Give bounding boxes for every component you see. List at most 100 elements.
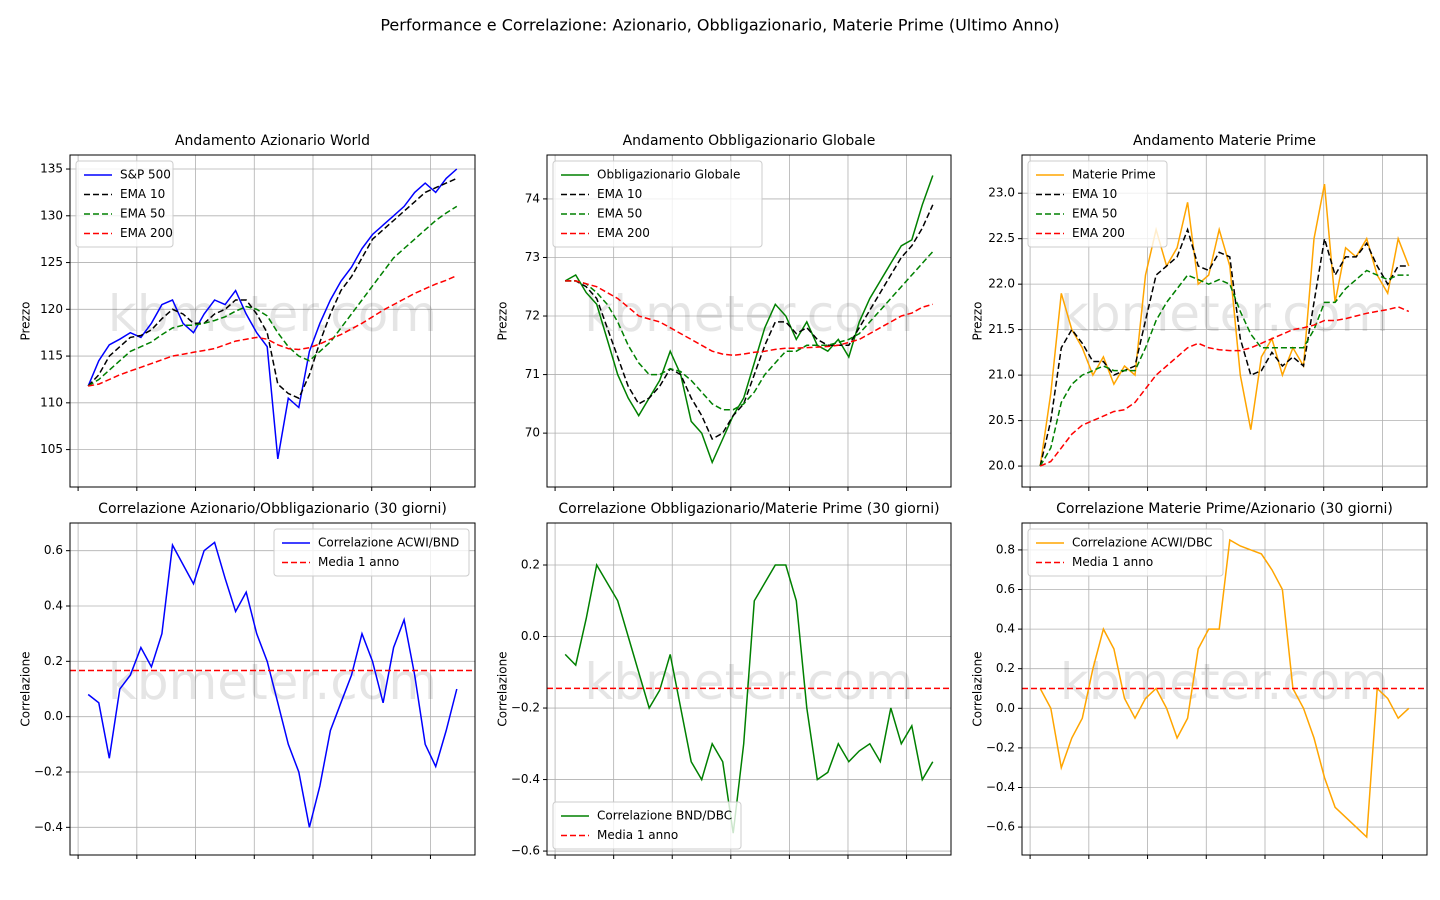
- chart-title: Andamento Obbligazionario Globale: [623, 133, 876, 149]
- chart-title: Andamento Materie Prime: [1133, 133, 1316, 149]
- y-tick-label: 0.6: [996, 582, 1015, 596]
- chart-title: Correlazione Materie Prime/Azionario (30…: [1056, 501, 1393, 517]
- y-tick-label: 20.5: [988, 413, 1015, 427]
- y-tick-label: 0.2: [996, 661, 1015, 675]
- y-axis-label: Correlazione: [19, 651, 33, 726]
- y-tick-label: 0.2: [521, 558, 540, 572]
- legend-box: [273, 528, 470, 577]
- legend-label: EMA 50: [1072, 207, 1117, 221]
- legend-label: Media 1 anno: [1072, 555, 1153, 569]
- legend-box: [75, 160, 174, 248]
- legend: Correlazione BND/DBC Media 1 anno: [552, 801, 742, 850]
- y-tick-label: −0.6: [511, 844, 540, 858]
- y-tick-label: −0.2: [34, 765, 63, 779]
- series-line: [565, 204, 934, 441]
- series-line: [88, 274, 458, 387]
- series-line: [564, 562, 934, 834]
- y-tick-label: 130: [40, 208, 63, 222]
- y-tick-label: 73: [525, 250, 540, 264]
- series-line: [1039, 227, 1409, 467]
- y-axis-label: Correlazione: [971, 651, 985, 726]
- legend: S&P 500 EMA 10 EMA 50 EMA 200: [75, 160, 174, 248]
- y-tick-label: −0.4: [511, 772, 540, 786]
- legend-box: [1027, 160, 1168, 248]
- y-tick-label: 120: [40, 302, 63, 316]
- series-line: [565, 251, 934, 411]
- y-tick-label: 0.6: [44, 543, 63, 557]
- y-tick-label: −0.2: [986, 740, 1015, 754]
- frame: [1021, 522, 1428, 856]
- y-tick-label: 125: [40, 255, 63, 269]
- watermark: kbmeter.com: [1060, 653, 1389, 711]
- y-tick-label: 23.0: [988, 186, 1015, 200]
- y-tick-label: 0.0: [521, 629, 540, 643]
- figure-title: Performance e Correlazione: Azionario, O…: [380, 16, 1059, 35]
- y-tick-label: −0.4: [986, 780, 1015, 794]
- legend-label: EMA 10: [597, 187, 642, 201]
- legend-label: EMA 200: [597, 226, 650, 240]
- y-axis-label: Correlazione: [496, 651, 510, 726]
- y-tick-label: 105: [40, 442, 63, 456]
- y-tick-label: 115: [40, 349, 63, 363]
- legend: Correlazione ACWI/BND Media 1 anno: [273, 528, 470, 577]
- y-axis-label: Prezzo: [19, 301, 33, 340]
- y-tick-label: 74: [525, 191, 540, 205]
- series-line: [87, 168, 458, 460]
- y-tick-label: 135: [40, 162, 63, 176]
- series-line: [1039, 183, 1410, 467]
- legend-label: EMA 50: [597, 207, 642, 221]
- series-line: [87, 541, 458, 828]
- legend-label: S&P 500: [120, 168, 171, 182]
- y-tick-label: 21.0: [988, 368, 1015, 382]
- legend: Correlazione ACWI/DBC Media 1 anno: [1027, 528, 1224, 577]
- series-line: [87, 205, 458, 387]
- y-axis-label: Prezzo: [971, 301, 985, 340]
- legend-box: [1027, 528, 1224, 577]
- chart-title: Correlazione Obbligazionario/Materie Pri…: [558, 501, 939, 517]
- y-tick-label: 72: [525, 309, 540, 323]
- frame: [1021, 154, 1428, 488]
- y-tick-label: 70: [525, 426, 540, 440]
- legend-label: Correlazione ACWI/DBC: [1072, 536, 1212, 550]
- legend: Materie Prime EMA 10 EMA 50 EMA 200: [1027, 160, 1168, 248]
- legend-label: Correlazione ACWI/BND: [318, 536, 459, 550]
- watermark: kbmeter.com: [1060, 285, 1389, 343]
- legend-label: EMA 10: [1072, 187, 1117, 201]
- series-line: [1039, 269, 1409, 467]
- y-tick-label: 0.0: [44, 709, 63, 723]
- legend: Obbligazionario Globale EMA 10 EMA 50 EMA 2…: [552, 160, 763, 248]
- legend-label: EMA 50: [120, 207, 165, 221]
- y-tick-label: −0.2: [511, 701, 540, 715]
- frame: [546, 154, 952, 488]
- y-tick-label: 0.4: [44, 599, 63, 613]
- legend-label: Obbligazionario Globale: [597, 168, 740, 182]
- chart-title: Correlazione Azionario/Obbligazionario (…: [98, 501, 447, 517]
- y-tick-label: 0.8: [996, 542, 1015, 556]
- legend-label: Media 1 anno: [597, 828, 678, 842]
- y-tick-label: 0.2: [44, 654, 63, 668]
- legend-label: Correlazione BND/DBC: [597, 809, 732, 823]
- y-tick-label: 20.0: [988, 459, 1015, 473]
- legend-label: Materie Prime: [1072, 168, 1156, 182]
- series-line: [1039, 306, 1410, 467]
- y-tick-label: 71: [525, 367, 540, 381]
- watermark: kbmeter.com: [584, 285, 913, 343]
- y-tick-label: 0.4: [996, 622, 1015, 636]
- frame: [69, 154, 476, 488]
- series-line: [565, 280, 933, 357]
- legend-label: EMA 200: [120, 226, 173, 240]
- y-tick-label: −0.6: [986, 820, 1015, 834]
- legend-box: [552, 801, 742, 850]
- y-tick-label: 110: [40, 395, 63, 409]
- series-line: [1039, 538, 1410, 839]
- y-tick-label: −0.4: [34, 820, 63, 834]
- frame: [546, 522, 952, 856]
- chart-title: Andamento Azionario World: [175, 133, 370, 149]
- legend-label: Media 1 anno: [318, 555, 399, 569]
- legend-label: EMA 10: [120, 187, 165, 201]
- y-tick-label: 21.5: [988, 322, 1015, 336]
- legend-label: EMA 200: [1072, 226, 1125, 240]
- series-line: [564, 175, 934, 465]
- y-tick-label: 0.0: [996, 701, 1015, 715]
